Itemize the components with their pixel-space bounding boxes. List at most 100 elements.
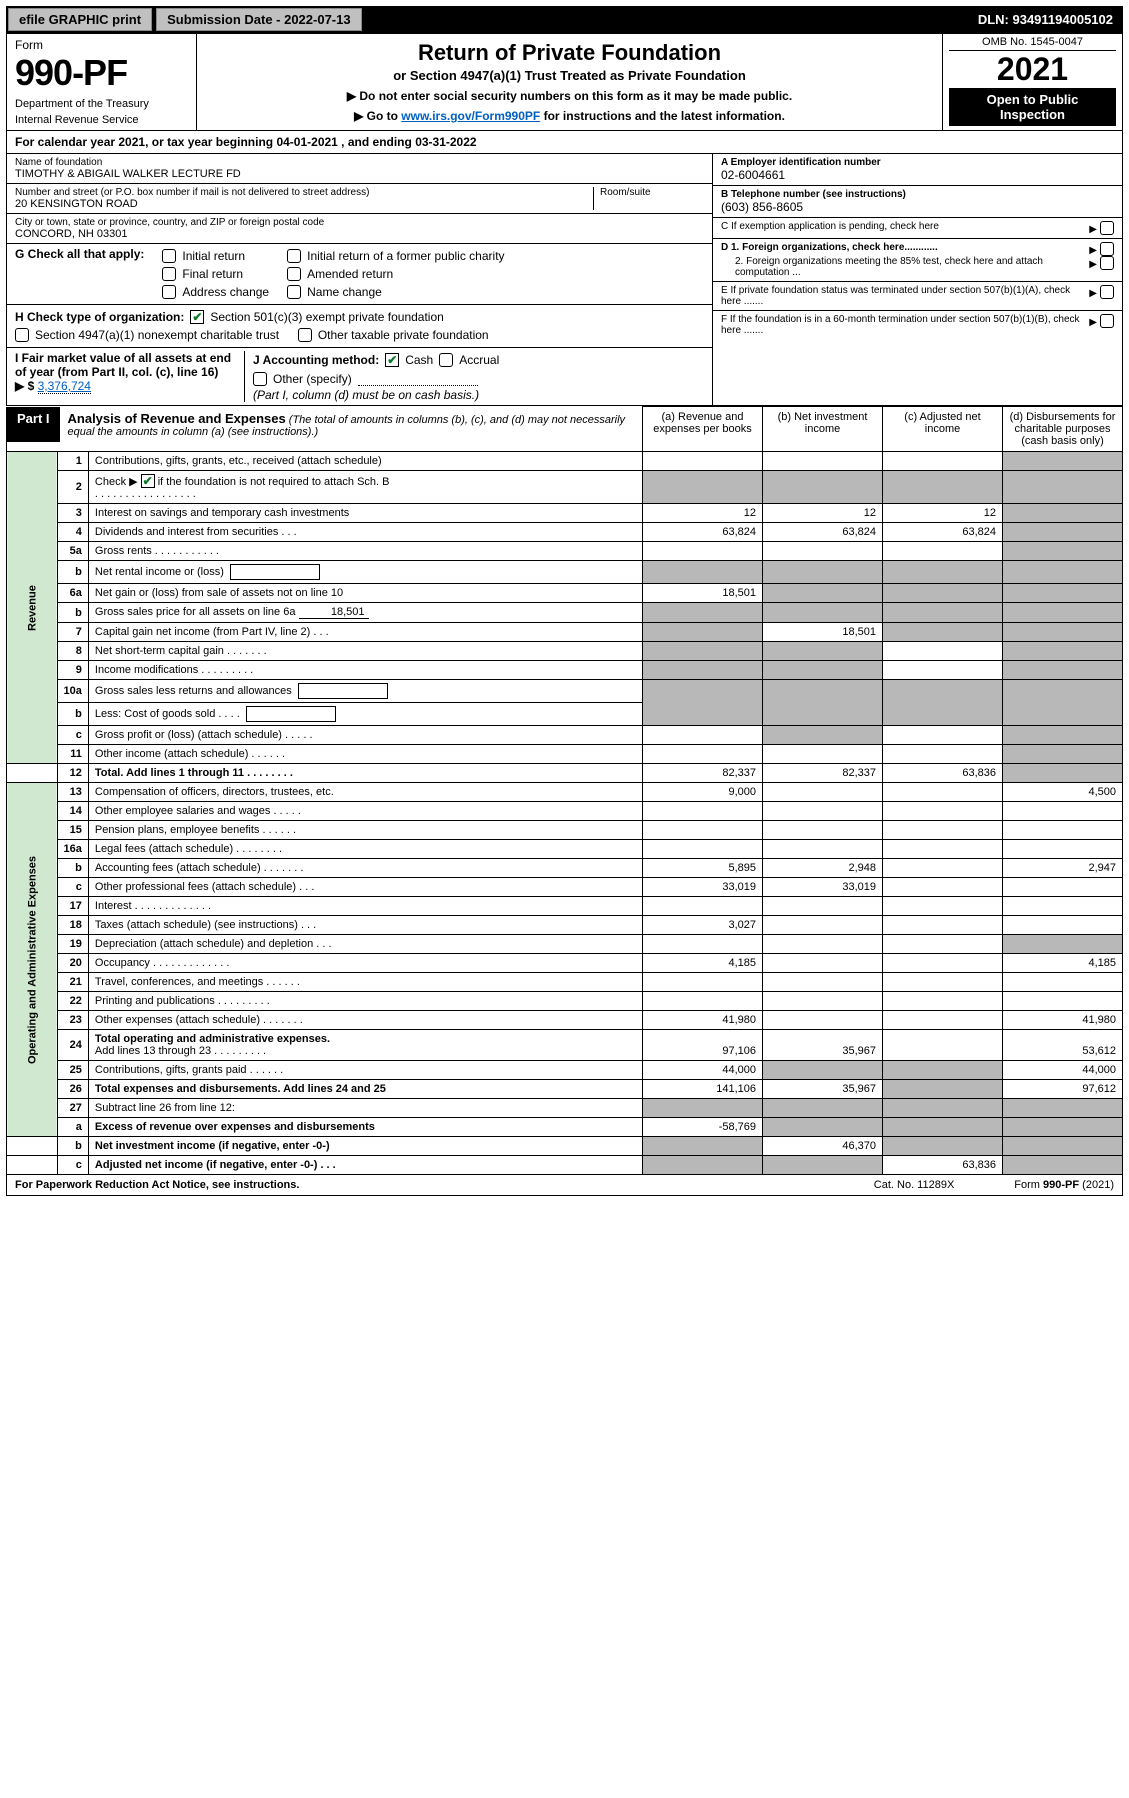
row-22: 22Printing and publications . . . . . . … [7, 992, 1123, 1011]
h-other-taxable-checkbox[interactable] [298, 328, 312, 342]
row-16b-desc: Accounting fees (attach schedule) . . . … [88, 859, 642, 878]
row-10c-num: c [57, 726, 88, 745]
row-25-d: 44,000 [1003, 1061, 1123, 1080]
top-bar: efile GRAPHIC print Submission Date - 20… [6, 6, 1123, 33]
row-3-b: 12 [763, 504, 883, 523]
open-public-1: Open to Public [951, 92, 1114, 107]
row-3-desc: Interest on savings and temporary cash i… [88, 504, 642, 523]
row-25-desc: Contributions, gifts, grants paid . . . … [88, 1061, 642, 1080]
row-27-desc: Subtract line 26 from line 12: [88, 1099, 642, 1118]
row-10a-num: 10a [57, 680, 88, 703]
row-14-num: 14 [57, 802, 88, 821]
row-5b-text: Net rental income or (loss) [95, 566, 224, 578]
row-27b-desc: Net investment income (if negative, ente… [88, 1137, 642, 1156]
row-27c: cAdjusted net income (if negative, enter… [7, 1156, 1123, 1175]
row-19-num: 19 [57, 935, 88, 954]
footer-right: Form 990-PF (2021) [1014, 1179, 1114, 1191]
row-16b-d: 2,947 [1003, 859, 1123, 878]
row-27c-num: c [57, 1156, 88, 1175]
dln-label: DLN: 93491194005102 [970, 9, 1121, 30]
efile-print-button[interactable]: efile GRAPHIC print [8, 8, 152, 31]
j-label: J Accounting method: [253, 353, 379, 367]
row-24-d: 53,612 [1003, 1030, 1123, 1061]
j-accrual-checkbox[interactable] [439, 353, 453, 367]
row-6b-val: 18,501 [299, 606, 369, 619]
row-27-num: 27 [57, 1099, 88, 1118]
col-a-header: (a) Revenue and expenses per books [643, 407, 763, 452]
row-16b-num: b [57, 859, 88, 878]
addr-value: 20 KENSINGTON ROAD [15, 198, 587, 210]
g-initial-return-checkbox[interactable] [162, 249, 176, 263]
i-value[interactable]: 3,376,724 [38, 379, 91, 394]
h-4947-checkbox[interactable] [15, 328, 29, 342]
sch-b-checkbox[interactable]: ✔ [141, 474, 155, 488]
f-checkbox[interactable] [1100, 314, 1114, 328]
footer-left: For Paperwork Reduction Act Notice, see … [15, 1179, 874, 1191]
row-24-b: 35,967 [763, 1030, 883, 1061]
row-26-b: 35,967 [763, 1080, 883, 1099]
d2-checkbox[interactable] [1100, 256, 1114, 270]
j-other-checkbox[interactable] [253, 372, 267, 386]
d2-label: 2. Foreign organizations meeting the 85%… [721, 256, 1089, 278]
row-21-num: 21 [57, 973, 88, 992]
row-27c-c: 63,836 [883, 1156, 1003, 1175]
d1-checkbox[interactable] [1100, 242, 1114, 256]
row-16c-num: c [57, 878, 88, 897]
form-label: Form [15, 38, 188, 52]
row-9: 9Income modifications . . . . . . . . . [7, 661, 1123, 680]
row-27a: aExcess of revenue over expenses and dis… [7, 1118, 1123, 1137]
row-23-num: 23 [57, 1011, 88, 1030]
g-opt-2: Final return [182, 267, 243, 281]
g-final-return-checkbox[interactable] [162, 267, 176, 281]
g-initial-former-checkbox[interactable] [287, 249, 301, 263]
col-b-header: (b) Net investment income [763, 407, 883, 452]
row-5b-desc: Net rental income or (loss) [88, 561, 642, 584]
submission-date-button[interactable]: Submission Date - 2022-07-13 [156, 8, 362, 31]
row-24-desc: Total operating and administrative expen… [88, 1030, 642, 1061]
form990pf-link[interactable]: www.irs.gov/Form990PF [401, 109, 540, 123]
ein-value: 02-6004661 [721, 168, 1114, 182]
row-27a-desc: Excess of revenue over expenses and disb… [88, 1118, 642, 1137]
footer-form-num: 990-PF [1043, 1179, 1079, 1191]
row-10c: cGross profit or (loss) (attach schedule… [7, 726, 1123, 745]
e-arrow-icon [1089, 285, 1100, 307]
row-20: 20Occupancy . . . . . . . . . . . . .4,1… [7, 954, 1123, 973]
form-header: Form 990-PF Department of the Treasury I… [6, 33, 1123, 131]
row-3-a: 12 [643, 504, 763, 523]
row-7-num: 7 [57, 623, 88, 642]
g-name-change-checkbox[interactable] [287, 285, 301, 299]
dept-treasury: Department of the Treasury [15, 98, 188, 110]
g-amended-return-checkbox[interactable] [287, 267, 301, 281]
e-checkbox[interactable] [1100, 285, 1114, 299]
calendar-year-row: For calendar year 2021, or tax year begi… [6, 131, 1123, 154]
f-label: F If the foundation is in a 60-month ter… [721, 314, 1089, 336]
row-17-num: 17 [57, 897, 88, 916]
j-cash-checkbox[interactable]: ✔ [385, 353, 399, 367]
row-10b-text: Less: Cost of goods sold . . . . [95, 708, 240, 720]
cal-mid: , and ending [338, 135, 415, 149]
addr-label: Number and street (or P.O. box number if… [15, 187, 587, 198]
row-13-a: 9,000 [643, 783, 763, 802]
row-25-a: 44,000 [643, 1061, 763, 1080]
c-label: C If exemption application is pending, c… [721, 221, 1089, 235]
row-23-desc: Other expenses (attach schedule) . . . .… [88, 1011, 642, 1030]
expenses-side-label: Operating and Administrative Expenses [7, 783, 58, 1137]
g-address-change-checkbox[interactable] [162, 285, 176, 299]
row-9-desc: Income modifications . . . . . . . . . [88, 661, 642, 680]
row-27b-num: b [57, 1137, 88, 1156]
c-checkbox[interactable] [1100, 221, 1114, 235]
part1-tag: Part I [7, 407, 60, 442]
j-accrual: Accrual [459, 353, 499, 367]
part1-title: Analysis of Revenue and Expenses [68, 411, 286, 426]
row-2-post: if the foundation is not required to att… [155, 476, 390, 488]
row-5a: 5aGross rents . . . . . . . . . . . [7, 542, 1123, 561]
row-16a: 16aLegal fees (attach schedule) . . . . … [7, 840, 1123, 859]
row-26-a: 141,106 [643, 1080, 763, 1099]
row-9-num: 9 [57, 661, 88, 680]
row-19-desc: Depreciation (attach schedule) and deple… [88, 935, 642, 954]
h-501c3-checkbox[interactable]: ✔ [190, 310, 204, 324]
row-1-desc: Contributions, gifts, grants, etc., rece… [88, 452, 642, 471]
row-23-a: 41,980 [643, 1011, 763, 1030]
row-13-desc: Compensation of officers, directors, tru… [88, 783, 642, 802]
row-8: 8Net short-term capital gain . . . . . .… [7, 642, 1123, 661]
